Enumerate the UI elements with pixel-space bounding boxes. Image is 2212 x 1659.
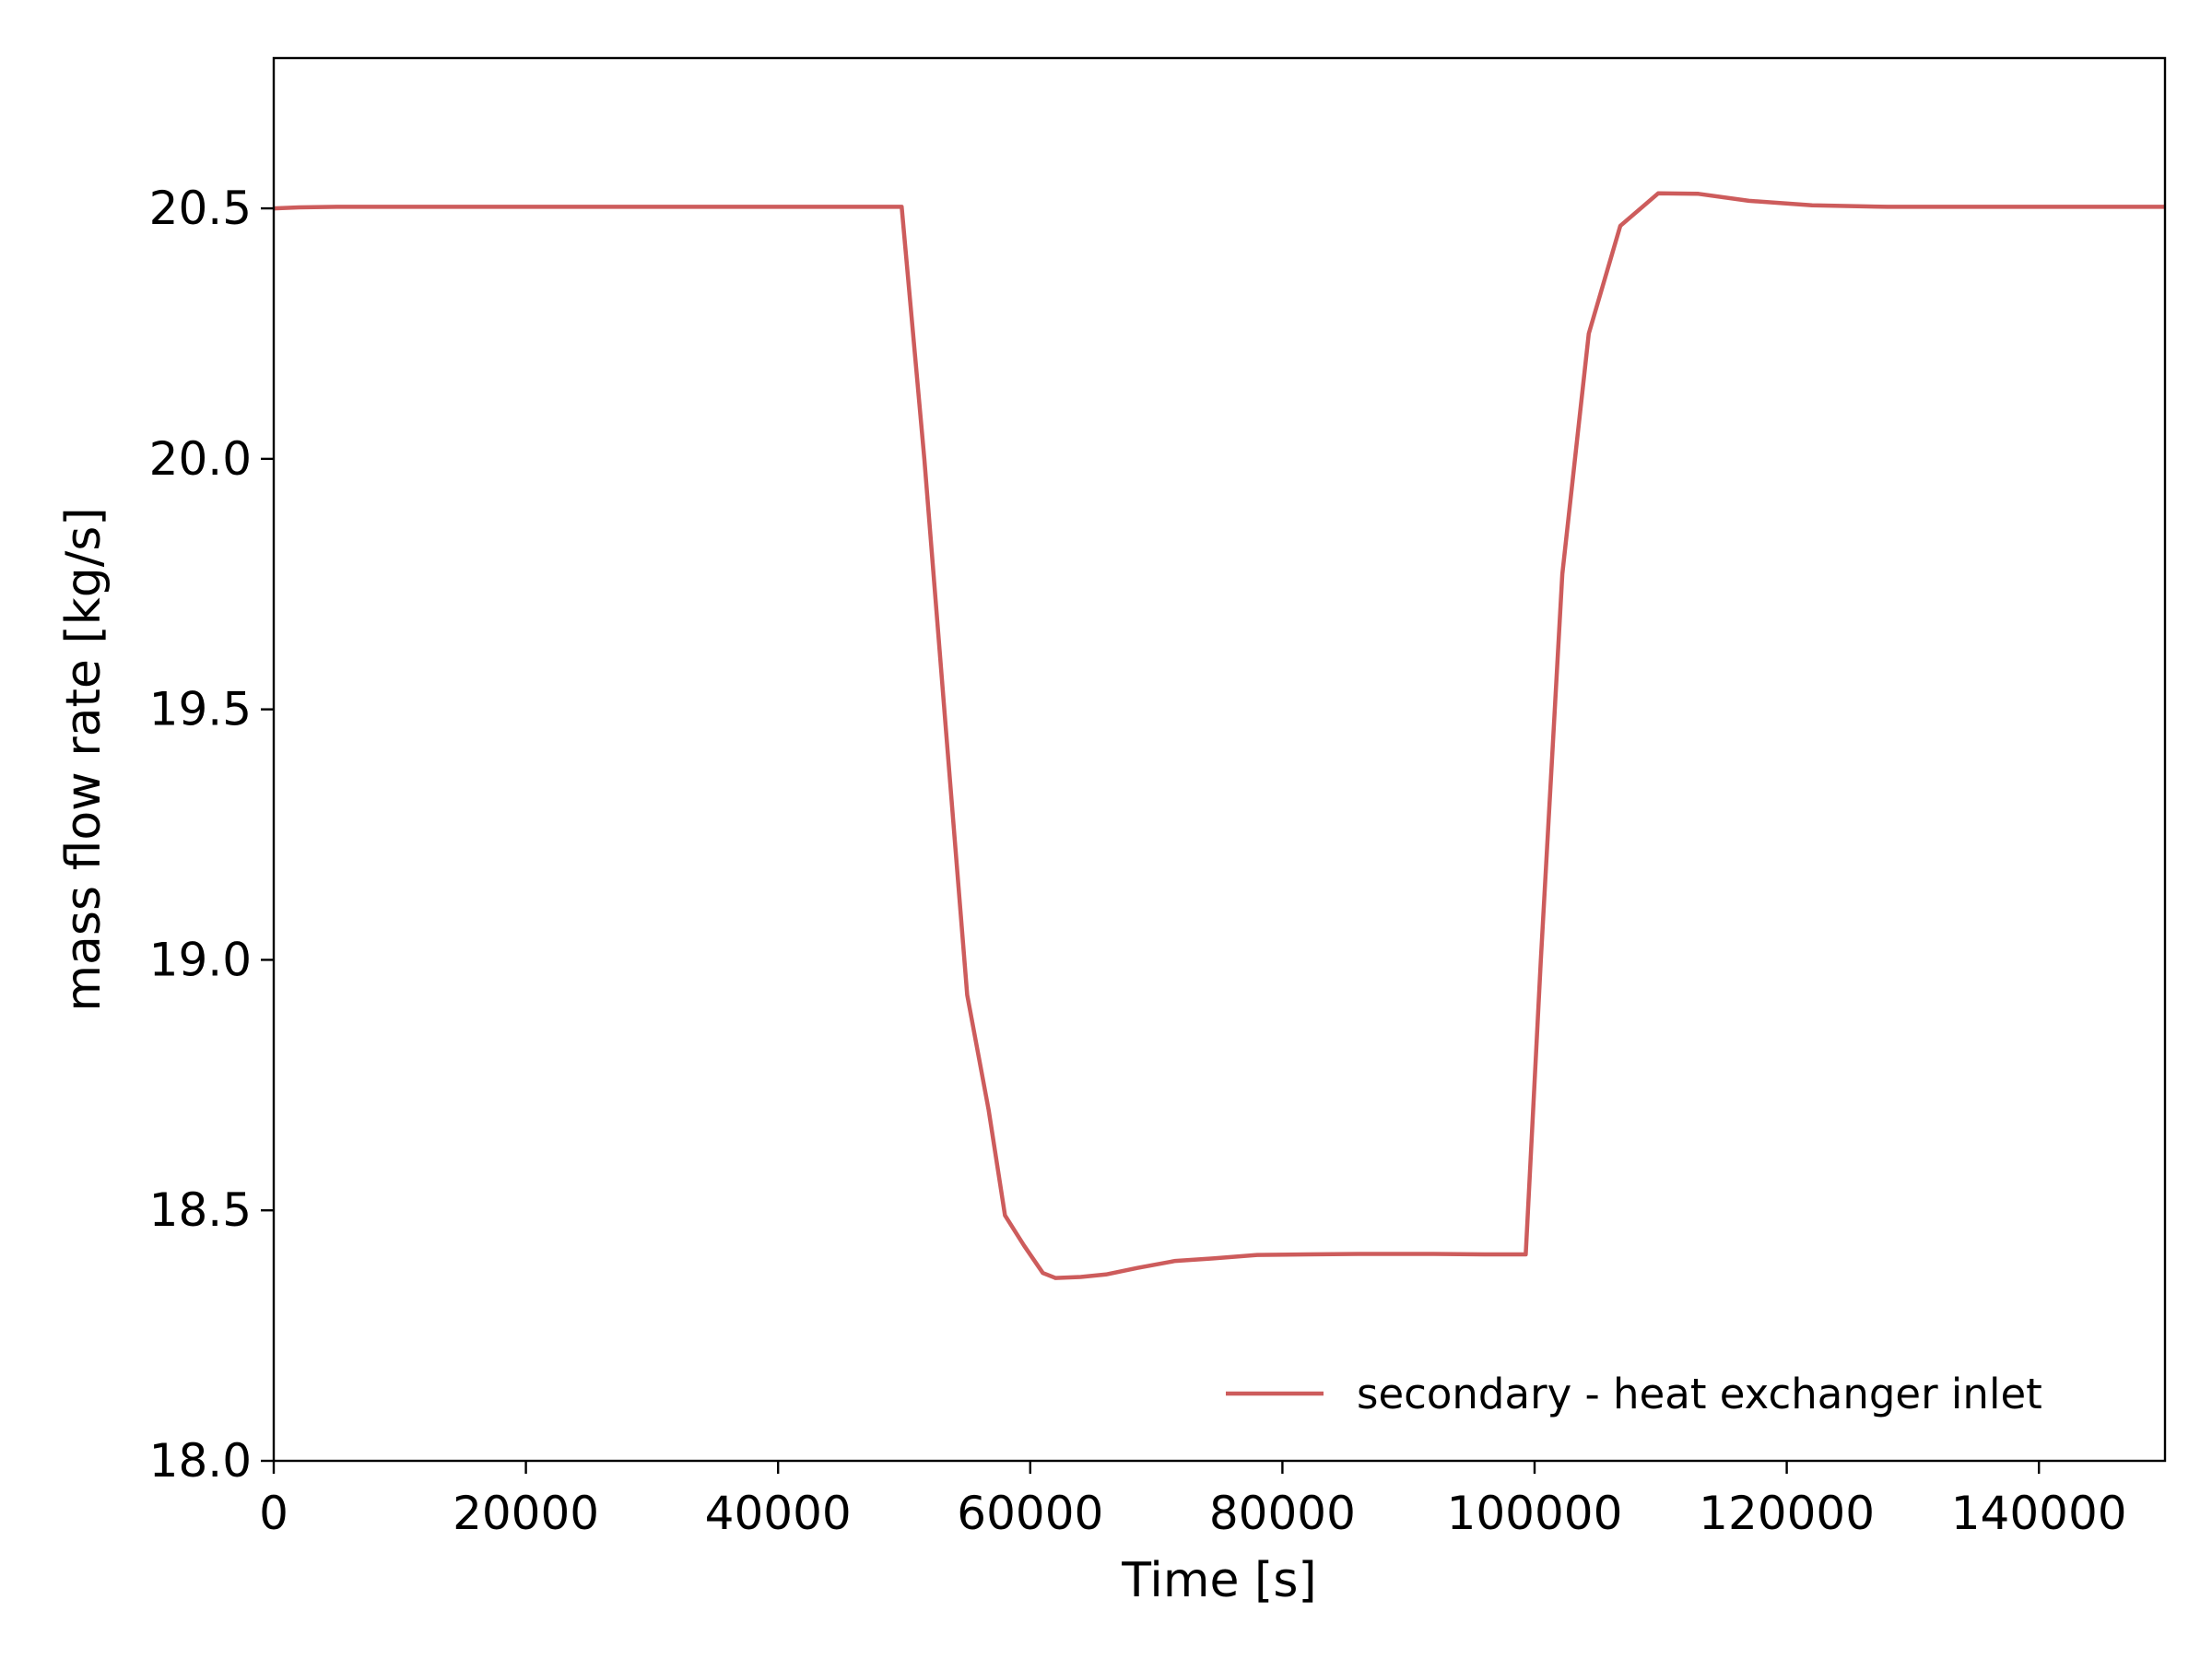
y-tick-label: 19.0 bbox=[149, 933, 252, 986]
y-tick-label: 20.0 bbox=[149, 432, 252, 486]
y-tick-label: 20.5 bbox=[149, 182, 252, 235]
legend: secondary - heat exchanger inlet bbox=[1226, 1370, 2042, 1418]
series-layer bbox=[273, 191, 2165, 1280]
legend-label: secondary - heat exchanger inlet bbox=[1357, 1370, 2042, 1418]
x-tick-label: 80000 bbox=[1209, 1487, 1356, 1540]
x-axis-label: Time [s] bbox=[1121, 1553, 1316, 1608]
series-line bbox=[273, 191, 2165, 1280]
x-tick-label: 40000 bbox=[705, 1487, 852, 1540]
y-axis: 18.0 18.5 19.0 19.5 20.0 20.5 bbox=[149, 182, 274, 1488]
y-tick-label: 19.5 bbox=[149, 683, 252, 736]
y-tick-label: 18.0 bbox=[149, 1434, 252, 1488]
x-tick-label: 60000 bbox=[957, 1487, 1103, 1540]
y-axis-label: mass flow rate [kg/s] bbox=[56, 507, 112, 1011]
x-tick-label: 0 bbox=[259, 1487, 288, 1540]
x-tick-label: 20000 bbox=[453, 1487, 599, 1540]
plot-frame bbox=[272, 56, 2167, 1463]
x-axis: 0 20000 40000 60000 80000 100000 120000 140000 bbox=[259, 1461, 2127, 1540]
y-tick-label: 18.5 bbox=[149, 1183, 252, 1237]
x-tick-label: 140000 bbox=[1951, 1487, 2127, 1540]
x-tick-label: 100000 bbox=[1447, 1487, 1623, 1540]
x-tick-label: 120000 bbox=[1699, 1487, 1875, 1540]
